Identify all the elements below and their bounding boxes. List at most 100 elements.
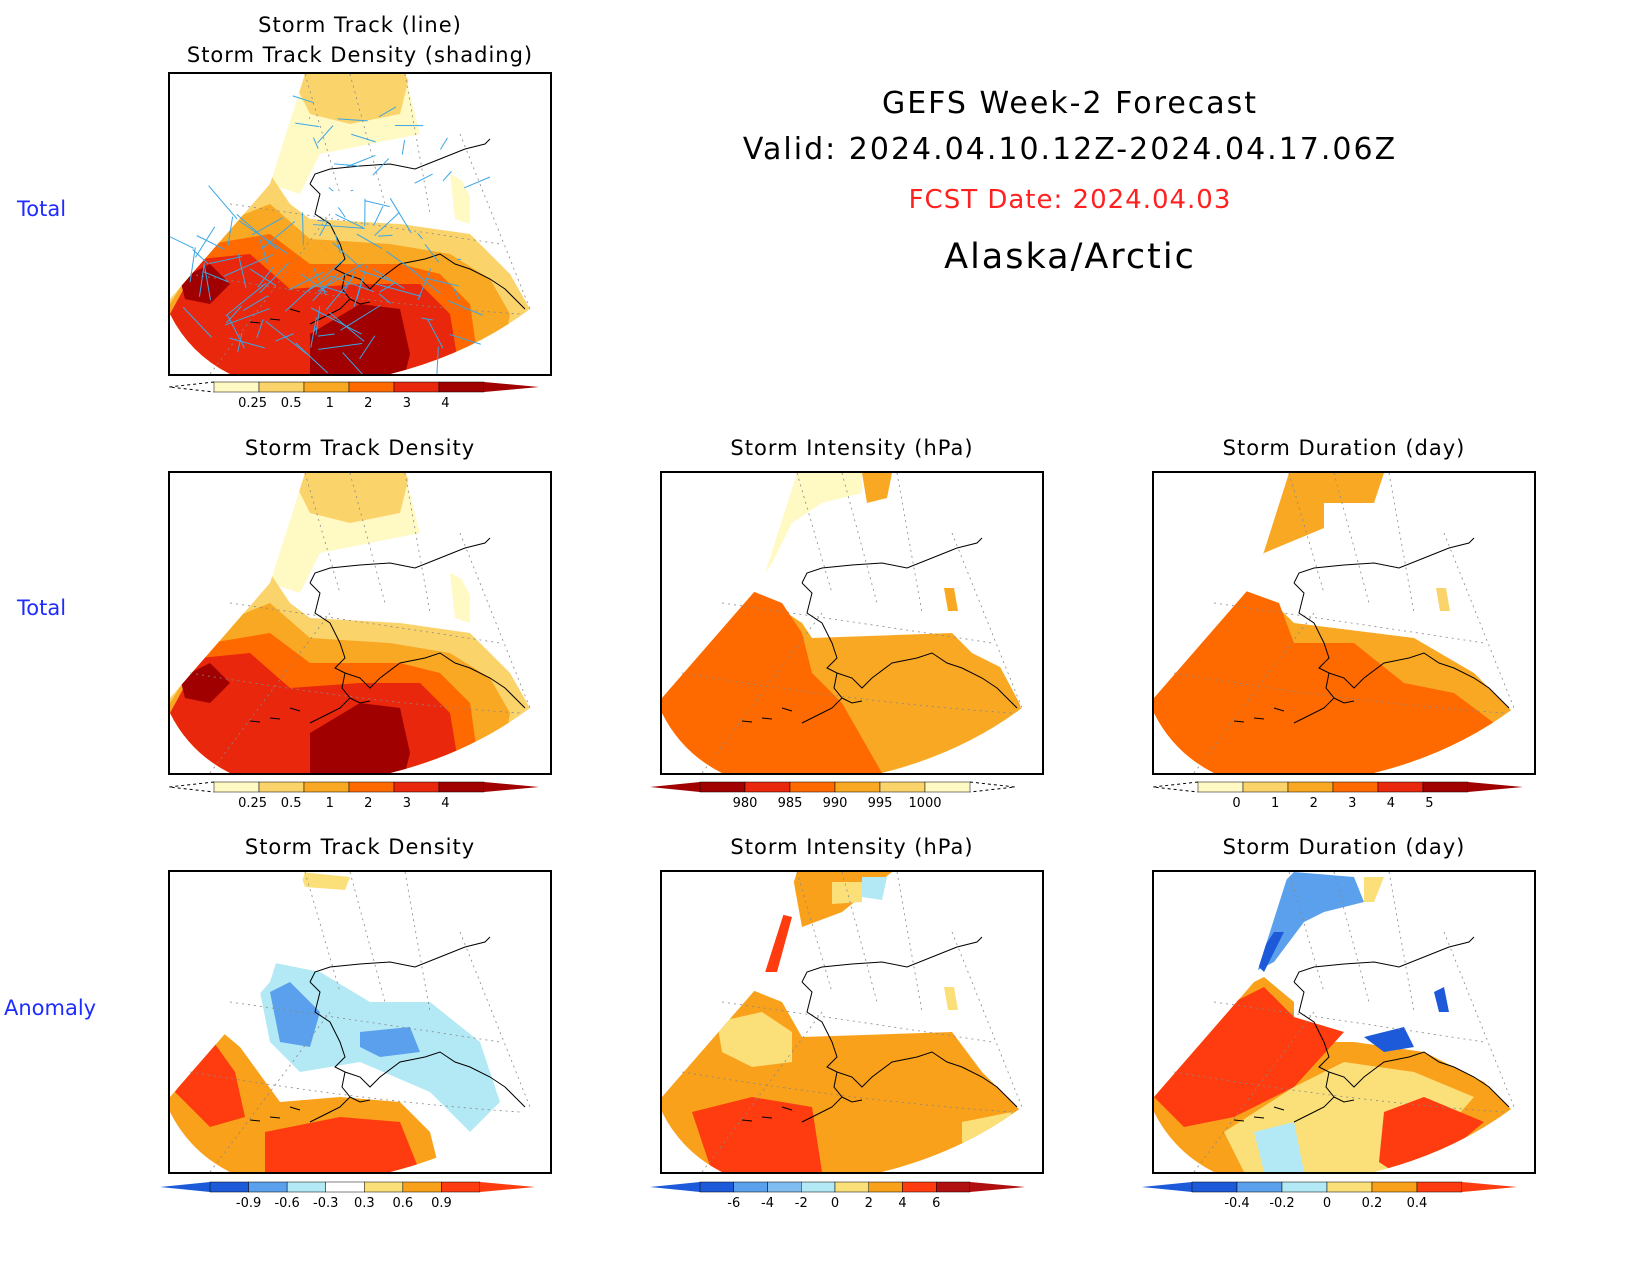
row-label-total-1: Total [17, 197, 67, 221]
colorbar-cell [744, 781, 791, 793]
storm-track-segment [356, 233, 383, 250]
graticule-line [189, 273, 521, 315]
contour-band [290, 473, 410, 523]
storm-track-segment [375, 283, 422, 297]
colorbar-tick-label: 0.5 [281, 796, 302, 811]
storm-track-lines [170, 95, 491, 374]
storm-track-segment [449, 333, 481, 345]
storm-track-segment [414, 173, 433, 184]
graticule-line [951, 931, 1023, 1108]
contour-band [450, 174, 470, 224]
graticule-line [229, 203, 501, 245]
row-label-anomaly: Anomaly [4, 996, 97, 1020]
contour-band [180, 264, 410, 374]
graticule-line [841, 473, 878, 604]
storm-track-segment [378, 234, 393, 237]
colorbar-cell [1287, 781, 1334, 793]
graticule-line [1388, 473, 1415, 614]
colorbar-extension [484, 782, 539, 792]
row-label-total-2: Total [17, 596, 67, 620]
colorbar-tick-label: 2 [1310, 796, 1318, 811]
graticule-line [1173, 672, 1505, 714]
colorbar-cell [1242, 781, 1289, 793]
contour-band [1254, 1122, 1304, 1172]
storm-track-segment [332, 242, 362, 269]
colorbar-tick-label: -0.2 [1269, 1196, 1294, 1211]
colorbar-cell [393, 381, 440, 393]
contour-band [1244, 473, 1384, 593]
panel-title-intensity-anomaly: Storm Intensity (hPa) [730, 835, 974, 859]
map-duration-anomaly [1152, 870, 1536, 1174]
storm-track-segment [257, 266, 274, 288]
colorbar-tick-label: 3 [403, 796, 411, 811]
coastline [741, 936, 1018, 1123]
storm-track-segment [203, 265, 211, 301]
storm-track-segment [312, 266, 327, 296]
storm-track-segment [337, 118, 368, 122]
valid-period: Valid: 2024.04.10.12Z-2024.04.17.06Z [742, 132, 1398, 167]
colorbar-tick-label: 4 [441, 396, 449, 411]
contour-band [1379, 1097, 1484, 1172]
storm-track-segment [256, 319, 264, 338]
storm-track-segment [325, 275, 355, 311]
colorbar-tick-label: -0.9 [236, 1196, 261, 1211]
colorbar-tick-label: -0.6 [274, 1196, 299, 1211]
storm-track-segment [227, 216, 234, 246]
storm-track-segment [373, 205, 384, 225]
graticule-line [1443, 931, 1515, 1108]
coastline [1233, 537, 1510, 724]
map-svg-4 [1154, 473, 1515, 773]
coastline [249, 936, 526, 1123]
contour-band [300, 872, 350, 890]
colorbar-cell [209, 1181, 249, 1193]
colorbar-intensity-total: 980 985 990 995 1000 [650, 781, 1016, 811]
storm-track-segment [182, 306, 212, 338]
colorbar-tick-label: 985 [778, 796, 803, 811]
panel-title-track: Storm Track (line) Storm Track Density (… [186, 13, 534, 67]
storm-track-segment [318, 342, 363, 350]
colorbar-tick-label: 980 [733, 796, 758, 811]
colorbar-tick-label: 0.4 [1407, 1196, 1428, 1211]
map-density-total [168, 471, 552, 775]
storm-track-segment [229, 337, 265, 349]
coastline [249, 138, 526, 325]
colorbar-extension [650, 1182, 700, 1192]
colorbar-tick-label: 3 [403, 396, 411, 411]
contour-band [944, 588, 958, 611]
storm-track-segment [356, 265, 368, 298]
graticule-line [229, 602, 501, 644]
forecast-title: GEFS Week-2 Forecast [881, 86, 1259, 121]
colorbar-cell [1422, 781, 1469, 793]
colorbar-extension [969, 781, 1016, 793]
contour-band [1364, 1027, 1414, 1052]
graticule-line [349, 872, 386, 1003]
colorbar-extension [1468, 782, 1523, 792]
colorbar-cell [364, 1181, 404, 1193]
colorbar-cell [1191, 1181, 1238, 1193]
contour-band [1254, 872, 1364, 972]
storm-track-segment [208, 185, 238, 220]
storm-track-segment [386, 251, 416, 273]
colorbar-tick-label: -0.4 [1224, 1196, 1249, 1211]
storm-track-segment [237, 254, 247, 288]
storm-track-segment [411, 269, 441, 294]
contour-band [270, 982, 420, 1057]
storm-track-segment [335, 213, 364, 229]
colorbar-cell [393, 781, 440, 793]
storm-track-segment [265, 320, 308, 355]
map-svg-3 [662, 473, 1023, 773]
storm-track-segment [424, 243, 440, 263]
storm-track-segment [203, 271, 229, 283]
colorbar-cell [699, 1181, 734, 1193]
contour-band [692, 1097, 822, 1172]
colorbar-cell [303, 781, 350, 793]
graticule-line [229, 1001, 501, 1043]
colorbar-tick-label: -0.3 [313, 1196, 338, 1211]
storm-track-segment [259, 262, 289, 294]
contour-band [1154, 583, 1494, 773]
graticule-line [841, 872, 878, 1003]
colorbar-cell [1236, 1181, 1283, 1193]
graticule-line [681, 1071, 1013, 1113]
contour-band [1154, 987, 1344, 1127]
colorbar-tick-label: 0.3 [354, 1196, 375, 1211]
